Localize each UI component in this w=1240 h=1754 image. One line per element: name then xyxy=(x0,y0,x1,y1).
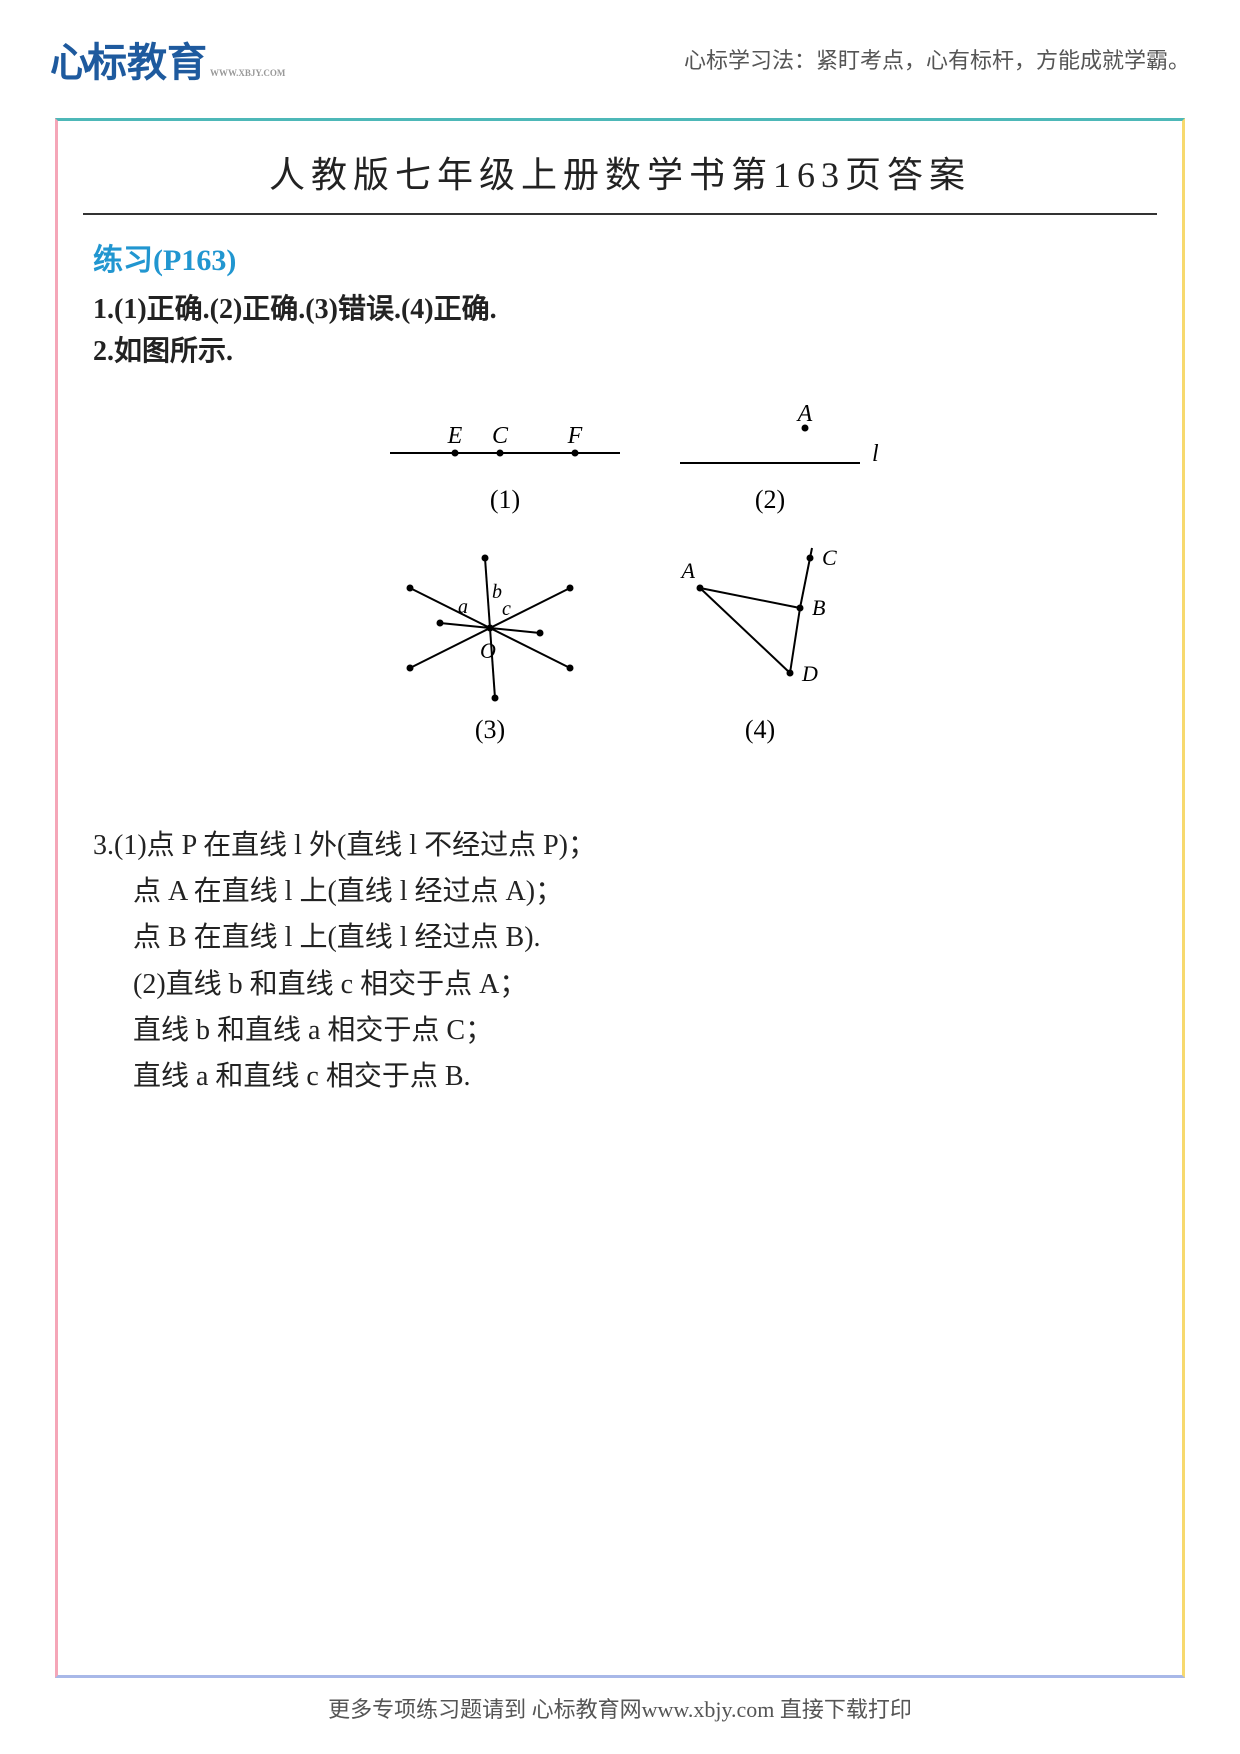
figure-4: A B C D (4) xyxy=(680,545,837,744)
page-footer: 更多专项练习题请到 心标教育网www.xbjy.com 直接下载打印 xyxy=(0,1692,1240,1724)
answer-3-line3: 点 B 在直线 l 上(直线 l 经过点 B). xyxy=(133,915,1182,961)
answer-2: 2.如图所示. xyxy=(93,331,1182,373)
page-title: 人教版七年级上册数学书第163页答案 xyxy=(83,146,1157,215)
diagrams: E C F (1) A l (2) xyxy=(58,403,1182,803)
svg-text:c: c xyxy=(502,598,511,620)
section-header: 练习(P163) xyxy=(93,235,1182,279)
svg-text:D: D xyxy=(801,661,818,686)
svg-text:E: E xyxy=(447,423,463,449)
answer-3-line6: 直线 a 和直线 c 相交于点 B. xyxy=(133,1054,1182,1100)
svg-text:b: b xyxy=(492,581,502,603)
svg-text:A: A xyxy=(796,403,813,427)
tagline: 心标学习法：紧盯考点，心有标杆，方能成就学霸。 xyxy=(684,43,1190,75)
content-frame: 人教版七年级上册数学书第163页答案 练习(P163) 1.(1)正确.(2)正… xyxy=(55,118,1185,1678)
svg-text:(4): (4) xyxy=(745,715,775,744)
answer-1: 1.(1)正确.(2)正确.(3)错误.(4)正确. xyxy=(93,289,1182,331)
geometry-diagrams: E C F (1) A l (2) xyxy=(340,403,900,803)
svg-text:a: a xyxy=(458,596,468,618)
logo-part1: 心 xyxy=(50,30,90,88)
page-header: 心 标教育 WWW.XBJY.COM 心标学习法：紧盯考点，心有标杆，方能成就学… xyxy=(0,0,1240,108)
svg-text:(2): (2) xyxy=(755,485,785,514)
answer-3-line1: 3.(1)点 P 在直线 l 外(直线 l 不经过点 P)； xyxy=(93,823,1182,869)
svg-text:F: F xyxy=(567,423,583,449)
svg-text:l: l xyxy=(872,441,879,467)
answer-3-line4: (2)直线 b 和直线 c 相交于点 A； xyxy=(133,962,1182,1008)
logo-part2: 标教育 xyxy=(87,30,207,88)
svg-text:A: A xyxy=(680,558,696,583)
logo-url: WWW.XBJY.COM xyxy=(210,68,285,78)
svg-text:(1): (1) xyxy=(490,485,520,514)
svg-text:C: C xyxy=(492,423,509,449)
svg-text:C: C xyxy=(822,545,837,570)
answer-3-line2: 点 A 在直线 l 上(直线 l 经过点 A)； xyxy=(133,869,1182,915)
answer-3: 3.(1)点 P 在直线 l 外(直线 l 不经过点 P)； 点 A 在直线 l… xyxy=(93,823,1182,1100)
answer-3-line5: 直线 b 和直线 a 相交于点 C； xyxy=(133,1008,1182,1054)
figure-1: E C F (1) xyxy=(390,423,620,514)
svg-text:B: B xyxy=(812,595,825,620)
logo: 心 标教育 WWW.XBJY.COM xyxy=(50,30,285,88)
figure-2: A l (2) xyxy=(680,403,879,514)
figure-3: a b c O (3) xyxy=(407,555,574,745)
svg-text:(3): (3) xyxy=(475,715,505,744)
svg-text:O: O xyxy=(480,638,496,663)
